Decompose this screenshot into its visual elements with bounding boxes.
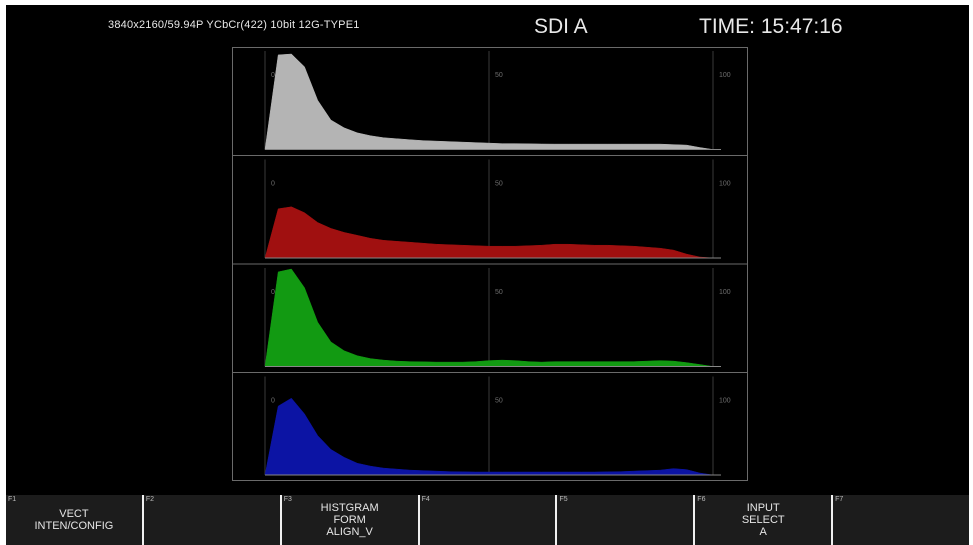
function-key-number: F1 [8, 496, 17, 503]
histogram-y-channel [264, 53, 714, 150]
function-key-f1[interactable]: F1 VECT INTEN/CONFIG [6, 495, 142, 545]
function-key-f6[interactable]: F6 INPUT SELECT A [695, 495, 832, 545]
signal-format-label: 3840x2160/59.94P YCbCr(422) 10bit 12G-TY… [108, 19, 360, 31]
histogram-g-channel [264, 268, 714, 367]
scale-label: 50 [495, 72, 503, 79]
function-key-label: FORM [333, 514, 366, 526]
function-key-label: INPUT [746, 502, 780, 514]
function-key-f3[interactable]: F3 HISTGRAM FORM ALIGN_V [281, 495, 418, 545]
scale-label: 100 [719, 72, 731, 79]
time-display: TIME: 15:47:16 [699, 15, 843, 38]
scale-label: 0 [271, 72, 275, 79]
function-key-number: F7 [835, 496, 844, 503]
scale-label: 100 [719, 289, 731, 296]
function-key-f5[interactable]: F5 [557, 495, 694, 545]
function-key-number: F3 [283, 496, 292, 503]
function-key-number: F5 [559, 496, 568, 503]
scale-label: 50 [495, 181, 503, 188]
scale-label: 100 [719, 181, 731, 188]
function-key-f2[interactable]: F2 [143, 495, 280, 545]
function-key-f7[interactable]: F7 [833, 495, 970, 545]
histogram-r-channel [264, 206, 714, 259]
function-key-bar: F1 VECT INTEN/CONFIG F2 F3 HISTGRAM FORM ALIGN_… [6, 495, 970, 545]
function-key-label: HISTGRAM [320, 502, 379, 514]
function-key-number: F6 [697, 496, 706, 503]
histogram-display: 0 50 100 0 50 100 0 50 100 0 50 100 [232, 47, 748, 481]
function-key-label: SELECT [741, 514, 785, 526]
function-key-label: VECT [59, 508, 89, 520]
waveform-monitor-screen: 3840x2160/59.94P YCbCr(422) 10bit 12G-TY… [6, 5, 969, 495]
function-key-number: F2 [145, 496, 155, 503]
function-key-label: ALIGN_V [326, 526, 373, 538]
scale-label: 100 [719, 398, 731, 405]
scale-label: 0 [271, 181, 275, 188]
input-channel-label: SDI A [534, 15, 588, 38]
histogram-b-channel [264, 397, 714, 476]
scale-label: 50 [495, 398, 503, 405]
function-key-label: INTEN/CONFIG [34, 520, 114, 532]
function-key-f4[interactable]: F4 [419, 495, 556, 545]
scale-label: 0 [271, 398, 275, 405]
scale-label: 50 [495, 289, 503, 296]
function-key-number: F4 [421, 496, 430, 503]
function-key-label: A [759, 526, 767, 538]
scale-label: 0 [271, 289, 275, 296]
